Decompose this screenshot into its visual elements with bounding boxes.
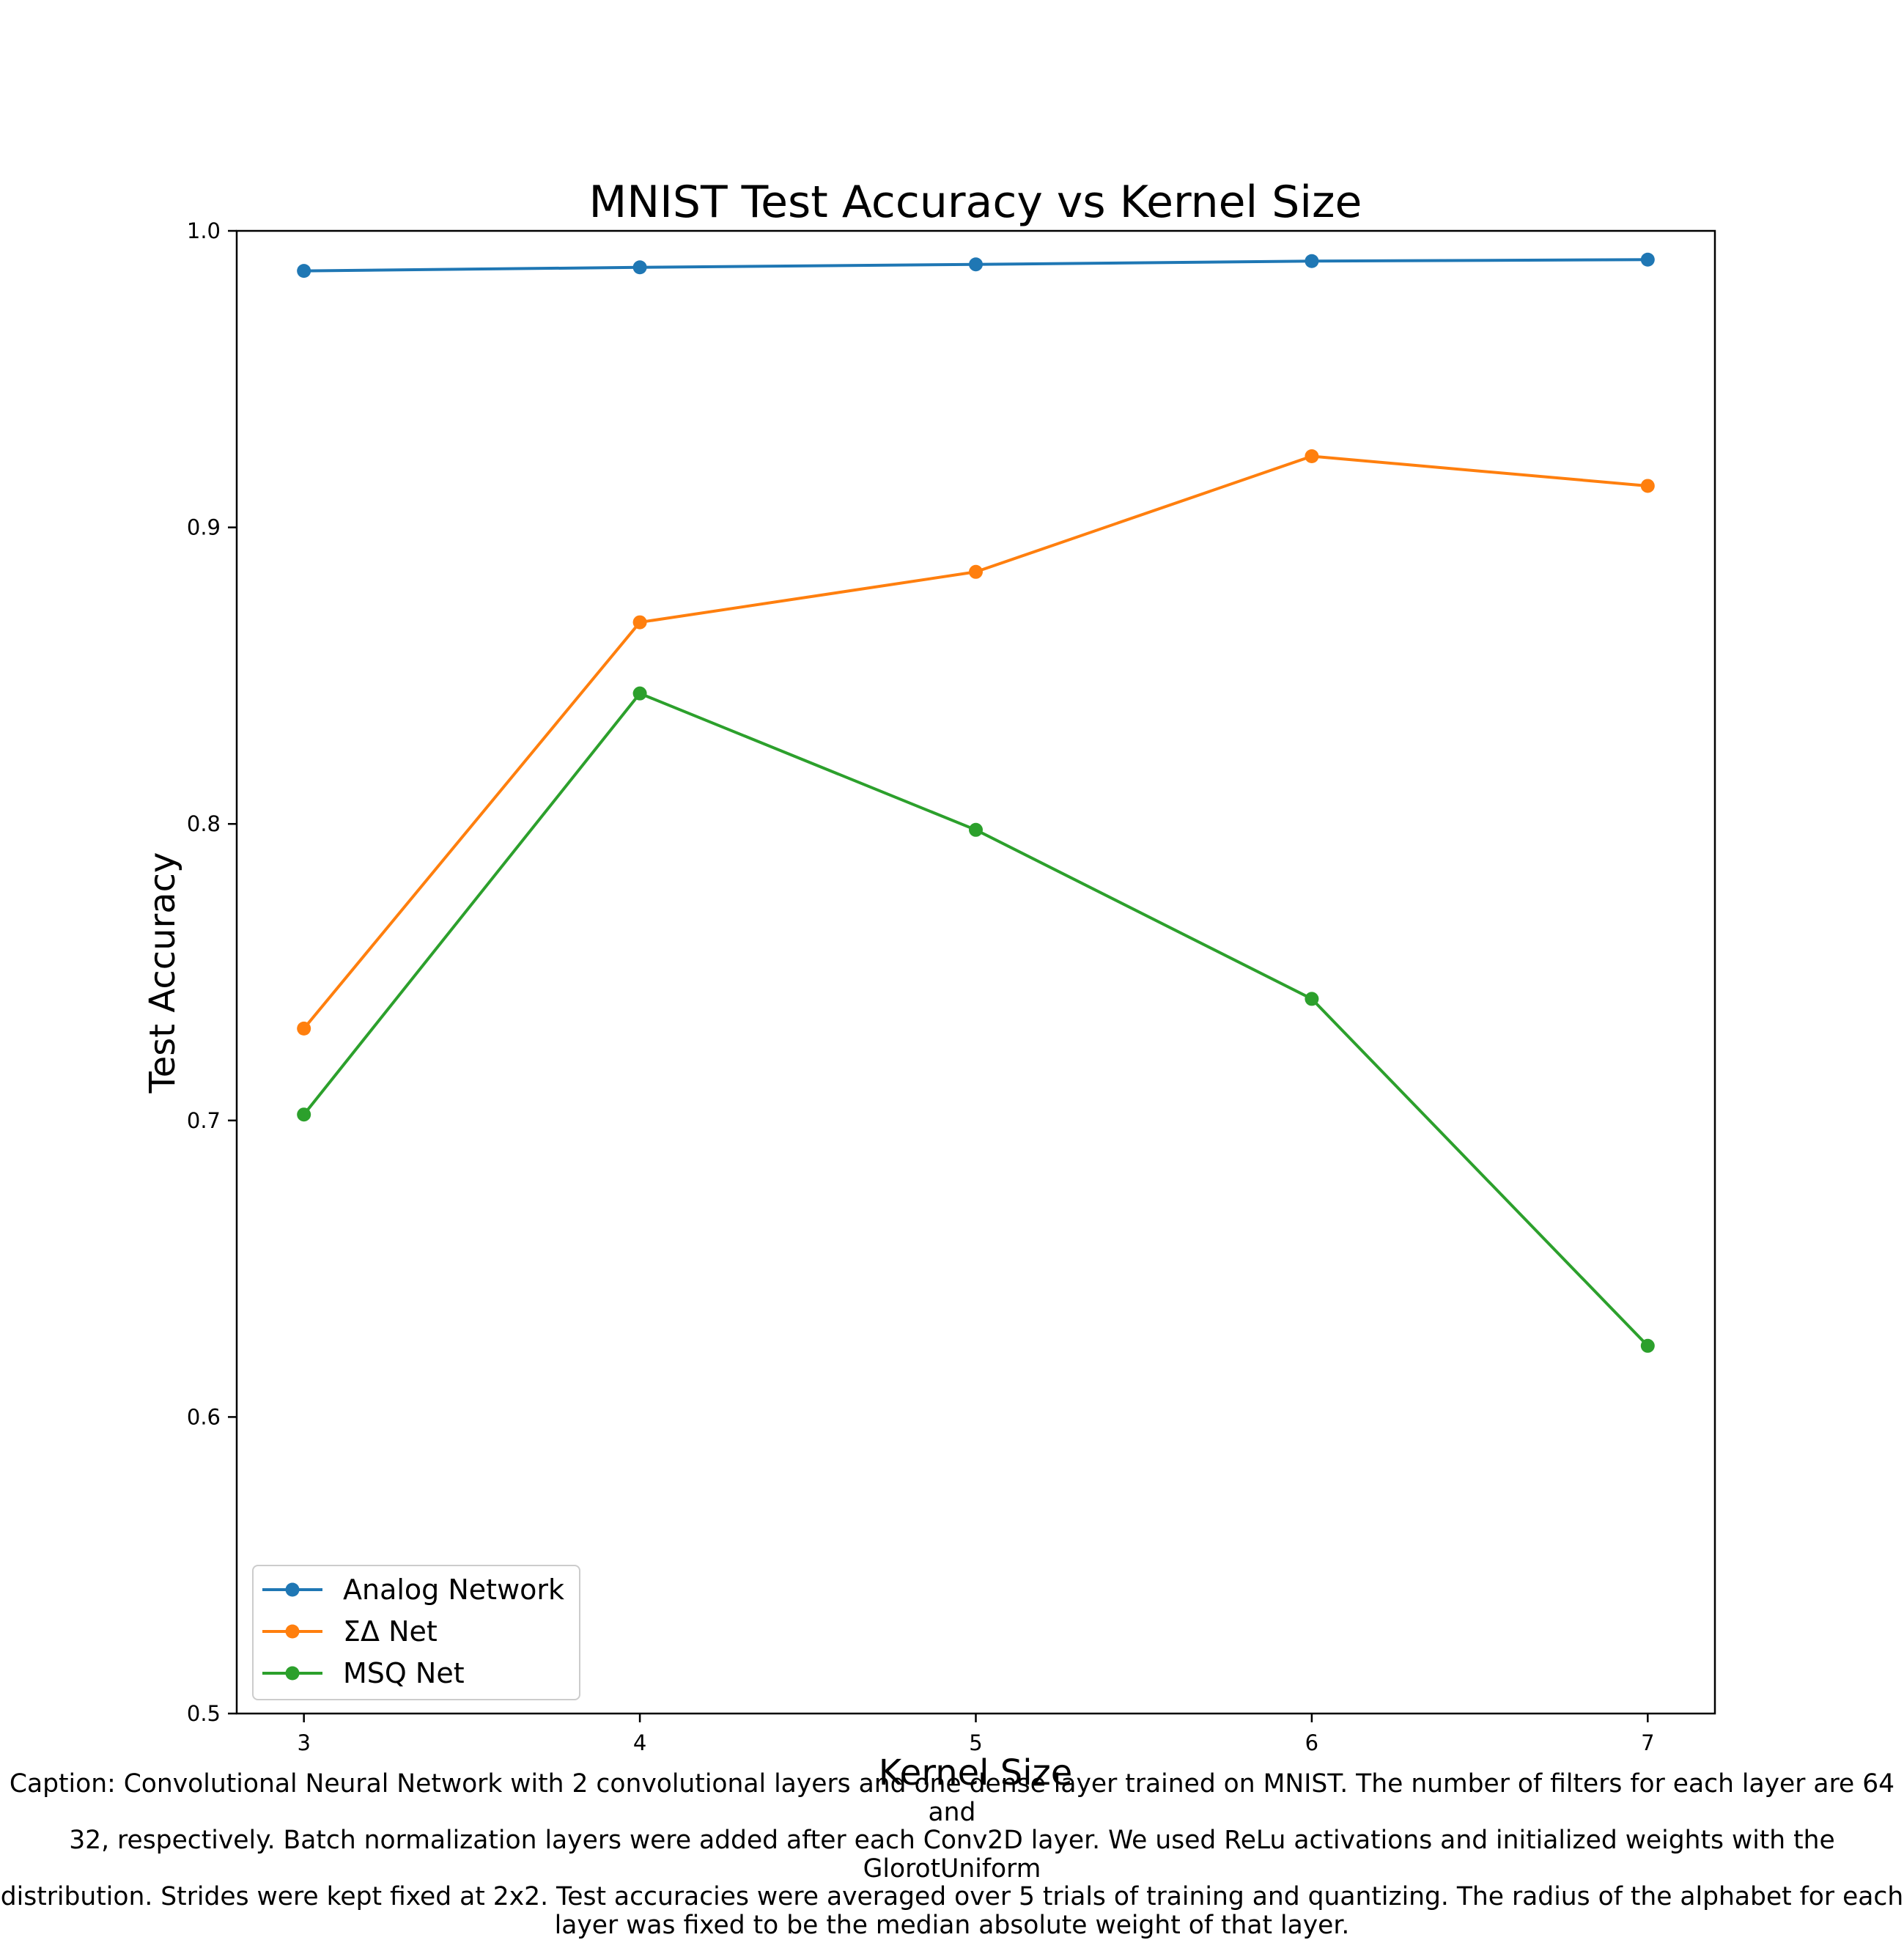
data-point-msq-net	[632, 686, 647, 701]
chart-title: MNIST Test Accuracy vs Kernel Size	[589, 177, 1362, 228]
legend-label: Analog Network	[343, 1574, 564, 1606]
legend-swatch-marker	[285, 1624, 300, 1639]
x-tick-label: 3	[297, 1730, 310, 1755]
x-tick-label: 6	[1305, 1730, 1318, 1755]
y-axis-label: Test Accuracy	[142, 852, 183, 1094]
series-msq-net	[297, 686, 1655, 1353]
legend-swatch-marker	[285, 1666, 300, 1681]
legend-box	[252, 1565, 580, 1700]
series-sigma-delta-net	[297, 449, 1655, 1036]
data-point-msq-net	[1305, 992, 1319, 1006]
data-point-msq-net	[969, 822, 983, 837]
x-tick-label: 5	[969, 1730, 982, 1755]
data-point-analog-network	[969, 257, 983, 272]
figure-caption: Caption: Convolutional Neural Network wi…	[0, 1769, 1904, 1940]
data-point-sigma-delta-net	[969, 564, 983, 579]
data-point-msq-net	[1640, 1338, 1655, 1353]
data-point-analog-network	[632, 260, 647, 275]
series-line-sigma-delta-net	[303, 454, 1648, 1030]
data-point-sigma-delta-net	[1640, 479, 1655, 493]
legend-label: ΣΔ Net	[343, 1615, 438, 1648]
y-tick-label: 1.0	[187, 218, 221, 243]
data-point-sigma-delta-net	[297, 1021, 311, 1036]
legend-item: Analog Network	[262, 1574, 564, 1606]
y-tick-label: 0.9	[187, 515, 221, 540]
y-tick-label: 0.6	[187, 1404, 221, 1429]
y-axis: 0.5 0.6 0.7 0.8 0.9 1.0	[187, 218, 237, 1726]
legend: Analog Network ΣΔ Net MSQ Net	[252, 1565, 580, 1700]
legend-item: MSQ Net	[262, 1657, 465, 1689]
data-point-sigma-delta-net	[1305, 449, 1319, 463]
data-point-analog-network	[1305, 254, 1319, 268]
plot-area	[235, 229, 1716, 1715]
series-line-msq-net	[303, 692, 1649, 1347]
x-axis: 3 4 5 6 7	[297, 1714, 1655, 1755]
data-point-analog-network	[1640, 252, 1655, 267]
legend-label: MSQ Net	[343, 1657, 465, 1689]
x-tick-label: 7	[1641, 1730, 1654, 1755]
legend-swatch-marker	[285, 1582, 300, 1597]
data-point-msq-net	[297, 1107, 311, 1122]
series-analog-network	[297, 252, 1655, 279]
data-point-sigma-delta-net	[632, 615, 647, 630]
y-tick-label: 0.7	[187, 1108, 221, 1133]
x-axis-label: Kernel Size	[879, 1752, 1073, 1793]
y-tick-label: 0.8	[187, 811, 221, 836]
legend-item: ΣΔ Net	[262, 1615, 438, 1648]
y-tick-label: 0.5	[187, 1701, 221, 1726]
series-layer	[297, 252, 1655, 1353]
data-point-analog-network	[297, 264, 311, 279]
x-tick-label: 4	[633, 1730, 646, 1755]
